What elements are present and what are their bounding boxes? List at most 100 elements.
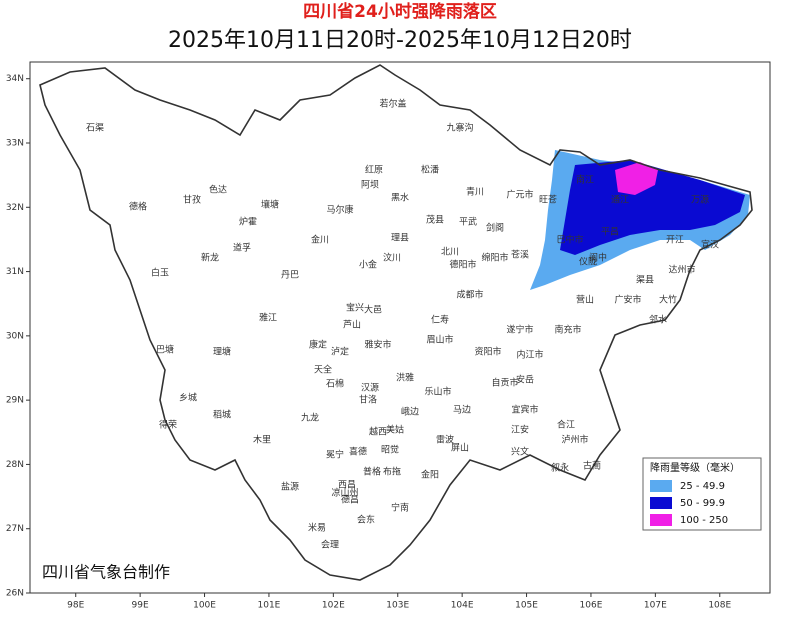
y-tick-label: 31N <box>6 267 24 277</box>
place-label: 德昌 <box>341 494 359 506</box>
x-tick-label: 106E <box>580 601 603 611</box>
place-label: 美姑 <box>386 424 404 436</box>
place-label: 盐源 <box>281 481 299 493</box>
place-label: 阆中 <box>589 252 607 264</box>
province-outline <box>39 64 753 581</box>
legend-items: 25 - 49.9 50 - 99.9 100 - 250 <box>650 480 728 526</box>
place-label: 乐山市 <box>424 386 451 398</box>
legend-label: 25 - 49.9 <box>680 481 725 492</box>
legend-swatch <box>650 497 672 509</box>
place-label: 冕宁 <box>326 449 344 461</box>
place-label: 阿坝 <box>361 180 379 191</box>
place-label: 仁寿 <box>431 314 449 326</box>
place-label: 松潘 <box>421 164 439 176</box>
axes: 98E 99E 100E 101E 102E 103E 104E 105E 106E 107E 10… <box>6 74 732 610</box>
place-label: 南江 <box>576 174 594 186</box>
place-label: 邻水 <box>649 314 667 326</box>
place-label: 理塘 <box>213 346 231 358</box>
place-label: 屏山 <box>451 443 469 454</box>
y-tick-label: 27N <box>6 524 24 534</box>
rain-area-50 <box>560 160 745 255</box>
x-tick-label: 99E <box>132 601 149 611</box>
place-label: 万源 <box>691 195 709 206</box>
legend-swatch <box>650 480 672 492</box>
place-label: 雷波 <box>436 434 454 446</box>
place-label: 若尔盖 <box>379 98 406 110</box>
place-label: 泸定 <box>331 346 349 358</box>
place-label: 自贡市 <box>491 377 518 389</box>
place-label: 广元市 <box>506 189 533 201</box>
place-label: 苍溪 <box>511 249 529 261</box>
x-tick-label: 100E <box>193 601 216 611</box>
x-tick-label: 102E <box>322 601 345 611</box>
place-label: 金川 <box>311 234 329 246</box>
place-label: 泸州市 <box>561 434 588 446</box>
y-tick-label: 33N <box>6 139 24 149</box>
y-tick-label: 32N <box>6 203 24 213</box>
place-label: 青川 <box>466 186 484 198</box>
x-tick-label: 105E <box>515 601 538 611</box>
place-label: 稻城 <box>213 410 231 421</box>
place-label: 黑水 <box>391 192 409 204</box>
place-label: 宣汉 <box>701 239 719 251</box>
place-label: 巴塘 <box>156 344 174 356</box>
place-label: 剑阁 <box>486 222 504 234</box>
rain-areas <box>530 150 750 290</box>
place-label: 九寨沟 <box>446 122 473 134</box>
place-label: 平昌 <box>601 227 619 238</box>
place-label: 越西 <box>369 426 387 438</box>
place-label: 天全 <box>314 364 332 376</box>
place-label: 大竹 <box>659 294 677 306</box>
place-label: 旺苍 <box>539 194 557 206</box>
place-label: 甘孜 <box>183 194 201 206</box>
place-label: 仪陇 <box>579 256 597 268</box>
place-label: 遂宁市 <box>506 324 533 336</box>
map-frame <box>29 61 771 594</box>
place-label: 大邑 <box>364 304 382 316</box>
subtitle: 2025年10月11日20时-2025年10月12日20时 <box>168 28 632 53</box>
place-label: 色达 <box>209 184 227 196</box>
rain-area-100 <box>615 162 658 195</box>
place-label: 昭觉 <box>381 445 399 456</box>
place-label: 九龙 <box>301 412 319 424</box>
place-label: 木里 <box>253 434 271 446</box>
place-label: 芦山 <box>343 320 361 331</box>
place-label: 古蔺 <box>583 460 601 472</box>
place-label: 理县 <box>391 233 409 244</box>
place-label: 丹巴 <box>281 270 299 281</box>
place-label: 汉源 <box>361 383 379 394</box>
place-label: 安岳 <box>516 374 534 386</box>
place-label: 小金 <box>359 259 377 271</box>
place-label: 叙永 <box>551 462 569 474</box>
place-label: 宜宾市 <box>511 404 538 416</box>
y-tick-label: 28N <box>6 460 24 470</box>
place-label: 凉山州 <box>331 487 358 499</box>
credit-box <box>35 560 200 586</box>
legend-label: 100 - 250 <box>680 515 728 526</box>
place-label: 成都市 <box>456 289 483 301</box>
title: 四川省24小时强降雨落区 <box>303 1 497 22</box>
place-label: 渠县 <box>636 274 654 286</box>
place-label: 内江市 <box>516 349 543 361</box>
place-label: 石棉 <box>326 378 344 390</box>
place-label: 资阳市 <box>474 346 501 358</box>
place-label: 会理 <box>321 539 339 551</box>
place-label: 宝兴 <box>346 302 364 314</box>
place-label: 新龙 <box>201 252 219 264</box>
place-label: 甘洛 <box>359 394 377 406</box>
place-label: 道孚 <box>233 242 251 254</box>
place-label: 通江 <box>611 195 629 206</box>
place-label: 南充市 <box>554 324 581 336</box>
place-label: 眉山市 <box>426 334 453 346</box>
place-label: 白玉 <box>151 267 169 279</box>
place-label: 广安市 <box>614 294 641 306</box>
y-tick-label: 26N <box>6 589 24 599</box>
x-tick-label: 107E <box>644 601 667 611</box>
place-label: 营山 <box>576 294 594 306</box>
x-tick-label: 103E <box>386 601 409 611</box>
place-label: 得荣 <box>159 419 177 431</box>
place-label: 喜德 <box>349 446 367 458</box>
place-label: 石渠 <box>86 122 104 134</box>
place-label: 德格 <box>129 201 147 213</box>
